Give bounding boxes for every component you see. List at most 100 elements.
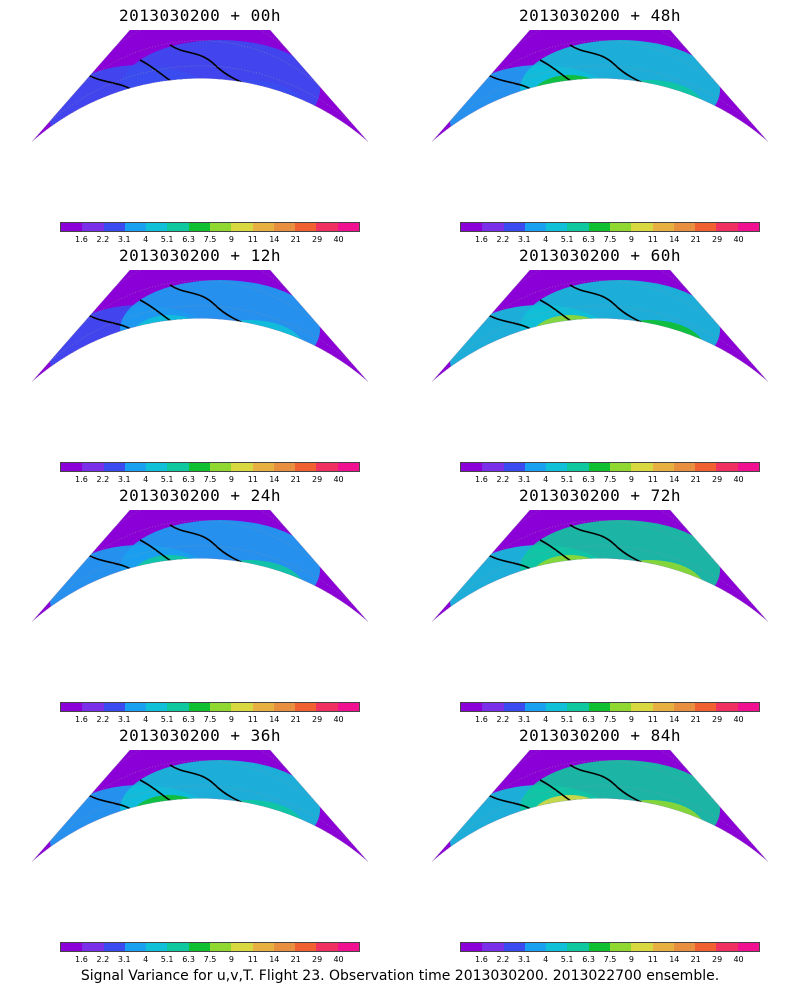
colorbar-segment xyxy=(252,223,274,231)
panel-title: 2013030200 + 00h xyxy=(118,6,282,25)
colorbar-segment xyxy=(567,943,589,951)
variance-contour xyxy=(130,555,210,605)
colorbar-tick-label: 14 xyxy=(669,235,680,244)
colorbar-segment xyxy=(737,943,759,951)
map-outline xyxy=(431,750,769,862)
colorbar-segment xyxy=(567,703,589,711)
colorbar-tick-label: 6.3 xyxy=(582,475,595,484)
colorbar-tick-label: 1.6 xyxy=(75,955,88,964)
colorbar-segment xyxy=(716,703,738,711)
colorbar-segment xyxy=(273,463,296,471)
low-variance-area xyxy=(50,890,130,920)
colorbar-segment xyxy=(124,703,147,711)
colorbar-tick-label: 14 xyxy=(269,475,280,484)
colorbar-tick-label: 9 xyxy=(628,715,634,724)
low-variance-area xyxy=(95,858,145,862)
colorbar-segment xyxy=(524,223,547,231)
colorbar xyxy=(460,702,760,712)
colorbar-segment xyxy=(146,223,168,231)
colorbar-tick-label: 29 xyxy=(712,715,723,724)
colorbar-tick-label: 4 xyxy=(543,715,549,724)
panel-title: 2013030200 + 48h xyxy=(518,6,682,25)
low-variance-area xyxy=(495,618,545,622)
colorbar-tick-label: 40 xyxy=(333,235,344,244)
colorbar-tick-label: 2.2 xyxy=(496,955,510,964)
colorbar-segment xyxy=(546,703,568,711)
colorbar-tick-label: 1.6 xyxy=(75,475,88,484)
colorbar xyxy=(60,942,360,952)
low-variance-area xyxy=(685,882,755,918)
colorbar-segment xyxy=(337,223,359,231)
low-variance-area xyxy=(450,650,530,680)
graticule xyxy=(448,30,752,124)
colorbar-tick-label: 29 xyxy=(312,235,323,244)
colorbar-ticks: 1.6 2.2 3.1 4 5.1 6.3 7.5 9 11 14 21 29 40 xyxy=(460,235,760,245)
low-variance-area xyxy=(685,162,755,198)
low-variance-area xyxy=(495,138,545,142)
colorbar xyxy=(460,462,760,472)
colorbar-segment xyxy=(567,463,589,471)
colorbar-segment xyxy=(146,463,168,471)
colorbar-segment xyxy=(737,463,759,471)
colorbar-segment xyxy=(673,703,696,711)
low-variance-area xyxy=(50,410,130,440)
colorbar-tick-label: 6.3 xyxy=(582,235,595,244)
colorbar-ticks: 1.6 2.2 3.1 4 5.1 6.3 7.5 9 11 14 21 29 40 xyxy=(460,955,760,965)
low-variance-area xyxy=(20,868,95,912)
low-variance-area xyxy=(50,170,130,200)
colorbar-segment xyxy=(461,223,483,231)
colorbar-segment xyxy=(61,703,83,711)
colorbar xyxy=(460,222,760,232)
panel-title: 2013030200 + 60h xyxy=(518,246,682,265)
colorbar-ticks: 1.6 2.2 3.1 4 5.1 6.3 7.5 9 11 14 21 29 40 xyxy=(60,955,360,965)
colorbar-tick-label: 40 xyxy=(733,955,744,964)
polar-map xyxy=(20,750,369,920)
colorbar-segment xyxy=(295,943,317,951)
low-variance-area xyxy=(685,402,755,438)
colorbar-tick-label: 1.6 xyxy=(475,955,488,964)
colorbar-segment xyxy=(482,463,504,471)
variance-contour xyxy=(130,795,210,845)
variance-contour xyxy=(595,560,705,620)
colorbar-segment xyxy=(316,463,338,471)
variance-contour xyxy=(530,95,650,142)
polar-map xyxy=(31,510,369,622)
colorbar-tick-label: 4 xyxy=(143,475,149,484)
variance-contour xyxy=(600,592,660,622)
low-variance-area xyxy=(450,410,530,440)
colorbar-segment xyxy=(609,703,632,711)
colorbar-segment xyxy=(673,223,696,231)
graticule xyxy=(48,30,352,124)
polar-map xyxy=(431,30,769,198)
variance-contour xyxy=(200,112,260,142)
map-outline xyxy=(431,270,769,382)
colorbar-segment xyxy=(567,223,589,231)
colorbar-segment xyxy=(337,943,359,951)
colorbar-tick-label: 3.1 xyxy=(117,475,131,484)
colorbar-segment xyxy=(316,703,338,711)
colorbar-tick-label: 40 xyxy=(733,235,744,244)
colorbar-segment xyxy=(82,943,104,951)
colorbar-tick-label: 4 xyxy=(543,235,549,244)
variance-contour xyxy=(600,112,660,142)
colorbar-segment xyxy=(737,703,759,711)
variance-contour xyxy=(595,800,705,860)
colorbar-segment xyxy=(82,223,104,231)
colorbar-segment xyxy=(546,463,568,471)
colorbar-ticks: 1.6 2.2 3.1 4 5.1 6.3 7.5 9 11 14 21 29 40 xyxy=(460,475,760,485)
colorbar-tick-label: 7.5 xyxy=(203,475,217,484)
colorbar xyxy=(60,222,360,232)
colorbar-segment xyxy=(103,703,125,711)
variance-contour xyxy=(530,795,610,845)
colorbar-tick-label: 9 xyxy=(628,955,634,964)
colorbar-tick-label: 3.1 xyxy=(517,955,531,964)
colorbar-tick-label: 6.3 xyxy=(182,475,195,484)
map-panel: 2013030200 + 72h 1.6 2.2 3.1 4 5.1 6.3 7.5 9 11 14… xyxy=(400,480,800,724)
low-variance-area xyxy=(495,858,545,862)
colorbar-ticks: 1.6 2.2 3.1 4 5.1 6.3 7.5 9 11 14 21 29 40 xyxy=(460,715,760,725)
colorbar-tick-label: 7.5 xyxy=(203,955,217,964)
colorbar-segment xyxy=(482,223,504,231)
colorbar-segment xyxy=(695,703,717,711)
colorbar-segment xyxy=(673,463,696,471)
colorbar-segment xyxy=(103,223,125,231)
